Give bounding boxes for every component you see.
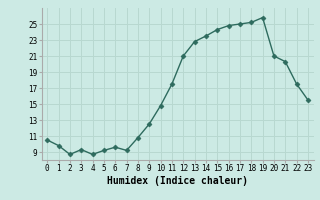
X-axis label: Humidex (Indice chaleur): Humidex (Indice chaleur)	[107, 176, 248, 186]
